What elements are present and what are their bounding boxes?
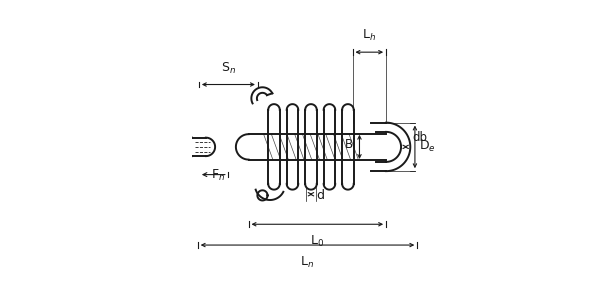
Text: d: d <box>317 189 325 202</box>
Text: D$_e$: D$_e$ <box>419 139 436 154</box>
Text: L$_n$: L$_n$ <box>301 255 314 270</box>
Text: L$_h$: L$_h$ <box>362 28 376 44</box>
Text: S$_n$: S$_n$ <box>221 61 236 76</box>
Text: L$_0$: L$_0$ <box>310 234 325 249</box>
Text: F$_n$: F$_n$ <box>211 168 225 183</box>
Text: db: db <box>413 131 428 144</box>
Text: Bi: Bi <box>344 138 356 151</box>
